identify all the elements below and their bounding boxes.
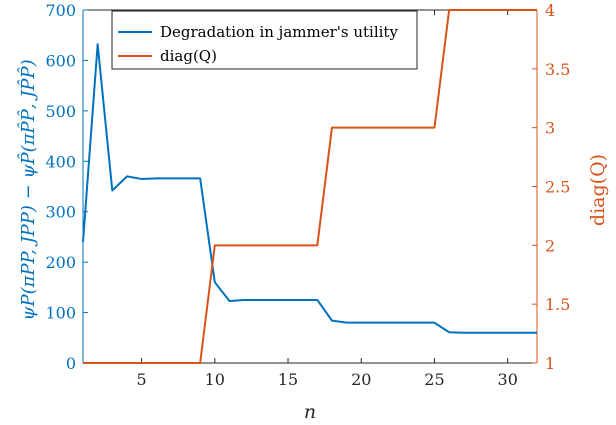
right-y-tick-label: 4 — [545, 1, 555, 20]
x-tick-label: 5 — [136, 370, 146, 389]
right-y-ticks: 1 1.5 2 2.5 3 3.5 4 — [532, 1, 570, 373]
x-tick-label: 20 — [351, 370, 371, 389]
series-line-diagq — [83, 9, 537, 364]
series-layer — [82, 9, 537, 364]
x-tick-label: 10 — [205, 370, 225, 389]
right-y-tick-label: 3 — [545, 119, 555, 138]
x-tick-label: 30 — [498, 370, 518, 389]
right-y-tick-label: 1 — [545, 354, 555, 373]
legend: Degradation in jammer's utility diag(Q) — [111, 10, 418, 70]
left-y-tick-label: 0 — [66, 354, 76, 373]
right-y-tick-label: 3.5 — [545, 60, 570, 79]
legend-entry-diagq: diag(Q) — [160, 47, 217, 65]
legend-box — [111, 10, 418, 70]
left-y-tick-label: 500 — [45, 102, 76, 121]
left-y-tick-label: 200 — [45, 253, 76, 272]
legend-entry-degradation: Degradation in jammer's utility — [160, 23, 398, 41]
right-y-axis-label: diag(Q) — [587, 154, 609, 226]
left-y-tick-label: 700 — [45, 1, 76, 20]
series-line-degradation — [82, 43, 537, 334]
x-axis-label: n — [304, 401, 316, 423]
left-y-tick-label: 100 — [45, 304, 76, 323]
left-y-ticks: 0 100 200 300 400 500 600 700 — [45, 1, 88, 373]
x-tick-label: 25 — [424, 370, 444, 389]
left-y-tick-label: 400 — [45, 152, 76, 171]
left-y-tick-label: 600 — [45, 51, 76, 70]
right-y-tick-label: 2.5 — [545, 178, 570, 197]
x-tick-label: 15 — [278, 370, 298, 389]
left-y-tick-label: 300 — [45, 203, 76, 222]
right-y-tick-label: 1.5 — [545, 295, 570, 314]
right-y-tick-label: 2 — [545, 236, 555, 255]
left-y-axis-label: ψP(πPP, JPP) − ψP̂(πP̂P̂, JP̂P̂) — [17, 59, 39, 320]
